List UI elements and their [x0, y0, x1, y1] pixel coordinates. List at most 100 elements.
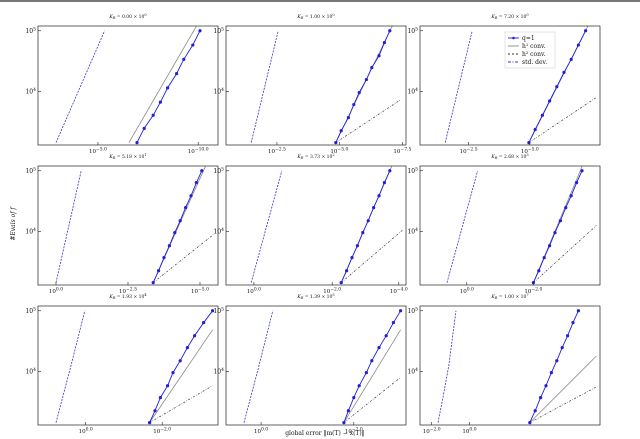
q1-point [168, 244, 171, 247]
subplot-5: KR = 3.73 × 102104105100.0 10−2.0 10−4.0 [213, 153, 407, 295]
q1-point [370, 359, 373, 362]
q1-point [570, 58, 573, 61]
q1-point [555, 359, 558, 362]
q1-point [399, 309, 402, 312]
y-tick-label: 104 [213, 367, 224, 376]
q1-point [539, 396, 542, 399]
q1-point [555, 85, 558, 88]
q1-point [350, 256, 353, 259]
q1-point [166, 86, 169, 89]
q1-point [358, 91, 361, 94]
q1-point [157, 269, 160, 272]
q1-point [143, 127, 146, 130]
x-tick-label: 100.0 [79, 427, 93, 436]
h2-conv-line [530, 387, 597, 423]
subplot-frame [226, 166, 406, 285]
y-tick-label: 104 [25, 227, 36, 236]
x-tick-label: 100.0 [247, 287, 261, 296]
q1-point [361, 231, 364, 234]
subplot-title: KR = 5.18 × 101 [108, 153, 146, 160]
q1-point [562, 71, 565, 74]
subplot-2: KR = 1.00 × 10010410510−2.5 10−5.0 10−7.5 [213, 13, 411, 155]
std-dev-line [447, 171, 478, 283]
plot-area [438, 309, 596, 424]
q1-point [385, 334, 388, 337]
y-tick-label: 104 [407, 367, 418, 376]
x-tick-label: 100.0 [460, 287, 474, 296]
q1-point [577, 309, 580, 312]
q1-point [193, 334, 196, 337]
q1-point [571, 321, 574, 324]
q1-point [575, 181, 578, 184]
legend: q=1h¹ conv.h² conv.std. dev. [505, 32, 555, 68]
q1-point [566, 334, 569, 337]
y-tick-label: 105 [407, 26, 418, 35]
y-tick-label: 105 [25, 306, 36, 315]
legend-label: std. dev. [522, 59, 547, 66]
x-tick-label: 10−5.0 [521, 147, 539, 156]
q1-point [577, 43, 580, 46]
q1-line [533, 171, 582, 283]
y-axis-label: #Evals of f [10, 206, 17, 241]
q1-point [584, 29, 587, 32]
x-tick-label: 10−10.0 [188, 147, 209, 156]
std-dev-line [438, 311, 456, 423]
std-dev-line [251, 171, 282, 283]
q1-point [148, 421, 151, 424]
x-tick-label: 10−2.5 [268, 147, 286, 156]
q1-point [340, 129, 343, 132]
q1-point [345, 269, 348, 272]
subplot-6: KR = 2.68 × 103 104 105 100.0 10−2.0 [407, 153, 600, 295]
subplot-8: KR = 1.39 × 105104105100.0 10−2.0 [213, 293, 406, 435]
q1-point [179, 219, 182, 222]
q1-point [152, 114, 155, 117]
y-tick-label: 104 [25, 367, 36, 376]
q1-point [544, 384, 547, 387]
q1-point [184, 206, 187, 209]
q1-point [367, 219, 370, 222]
plot-area [56, 20, 202, 144]
q1-point [548, 99, 551, 102]
q1-point [365, 371, 368, 374]
q1-point [340, 281, 343, 284]
q1-point [383, 181, 386, 184]
subplot-9: KR = 1.00 × 107 104 105 10−2.0 100.0 [407, 293, 600, 435]
y-tick-label: 105 [407, 166, 418, 175]
q1-point [152, 281, 155, 284]
x-tick-label: 10−2.0 [423, 427, 441, 436]
q1-point [352, 103, 355, 106]
y-tick-label: 104 [213, 87, 224, 96]
q1-point [198, 29, 201, 32]
q1-point [159, 101, 162, 104]
subplot-title: KR = 1.00 × 107 [490, 293, 528, 300]
x-tick-label: 100.0 [462, 427, 476, 436]
q1-point [392, 321, 395, 324]
q1-point [186, 346, 189, 349]
q1-point [159, 396, 162, 399]
std-dev-line [445, 31, 472, 143]
q1-point [580, 169, 583, 172]
x-tick-label: 10−5.0 [89, 147, 107, 156]
q1-point [570, 194, 573, 197]
subplot-frame [38, 306, 218, 425]
q1-point [171, 371, 174, 374]
q1-point [189, 194, 192, 197]
q1-point [537, 269, 540, 272]
x-tick-label: 10−2.5 [119, 287, 137, 296]
q1-point [528, 421, 531, 424]
y-tick-label: 105 [407, 306, 418, 315]
y-tick-label: 105 [213, 166, 224, 175]
y-tick-label: 104 [213, 227, 224, 236]
plot-area [447, 162, 596, 284]
y-tick-label: 104 [25, 87, 36, 96]
q1-point [377, 346, 380, 349]
plot-area [56, 162, 214, 284]
plot-area [244, 309, 402, 424]
q1-point [166, 384, 169, 387]
subplot-7: KR = 1.93 × 104104105100.0 10−2.0 [25, 293, 218, 435]
q1-point [548, 244, 551, 247]
subplot-4: KR = 5.18 × 101104105100.0 10−2.5 10−5.0 [25, 153, 218, 295]
x-axis-label: global error ‖m(T) − x(T)‖ [285, 430, 365, 437]
plot-area [56, 309, 214, 424]
h2-conv-line [150, 386, 213, 423]
